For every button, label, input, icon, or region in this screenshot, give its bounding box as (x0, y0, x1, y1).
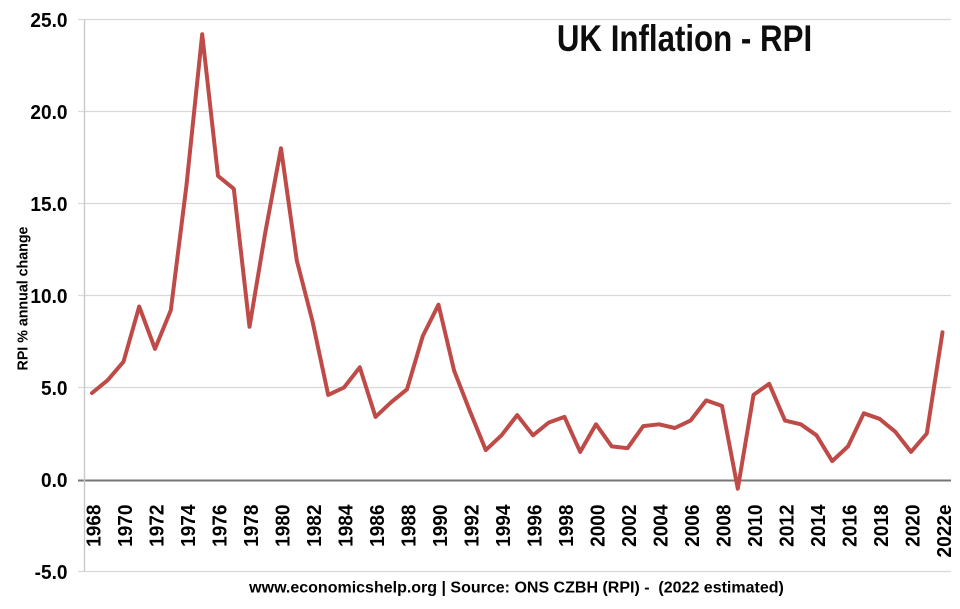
svg-text:5.0: 5.0 (41, 377, 67, 400)
svg-text:1980: 1980 (272, 505, 295, 547)
svg-text:1968: 1968 (83, 505, 106, 547)
svg-text:1974: 1974 (177, 505, 200, 547)
svg-text:2018: 2018 (870, 505, 893, 547)
svg-text:15.0: 15.0 (30, 193, 67, 216)
svg-text:10.0: 10.0 (30, 285, 67, 308)
svg-text:1976: 1976 (209, 505, 232, 547)
svg-text:2016: 2016 (839, 505, 862, 547)
svg-text:www.economicshelp.org | Source: www.economicshelp.org | Source: ONS CZBH… (248, 580, 784, 597)
svg-text:1990: 1990 (429, 505, 452, 547)
svg-text:20.0: 20.0 (30, 101, 67, 124)
svg-text:1986: 1986 (366, 505, 389, 547)
svg-text:1978: 1978 (240, 505, 263, 547)
svg-text:RPI % annual change: RPI % annual change (15, 227, 31, 371)
svg-text:1994: 1994 (492, 505, 515, 547)
svg-text:25.0: 25.0 (30, 9, 67, 32)
svg-text:2022e: 2022e (933, 505, 956, 558)
svg-text:2004: 2004 (650, 505, 673, 547)
svg-text:2012: 2012 (776, 505, 799, 547)
svg-text:1972: 1972 (146, 505, 169, 547)
svg-text:1996: 1996 (524, 505, 547, 547)
svg-text:1998: 1998 (555, 505, 578, 547)
svg-text:1984: 1984 (335, 505, 358, 547)
svg-text:1982: 1982 (303, 505, 326, 547)
svg-text:-5.0: -5.0 (35, 561, 68, 584)
svg-text:2002: 2002 (618, 505, 641, 547)
svg-text:1970: 1970 (114, 505, 137, 547)
svg-text:1992: 1992 (461, 505, 484, 547)
svg-text:2014: 2014 (807, 505, 830, 547)
svg-text:UK Inflation - RPI: UK Inflation - RPI (557, 19, 812, 60)
svg-text:1988: 1988 (398, 505, 421, 547)
svg-text:0.0: 0.0 (41, 469, 67, 492)
svg-text:2000: 2000 (587, 505, 610, 547)
svg-text:2006: 2006 (681, 505, 704, 547)
svg-text:2008: 2008 (713, 505, 736, 547)
svg-text:2020: 2020 (902, 505, 925, 547)
svg-text:2010: 2010 (744, 505, 767, 547)
